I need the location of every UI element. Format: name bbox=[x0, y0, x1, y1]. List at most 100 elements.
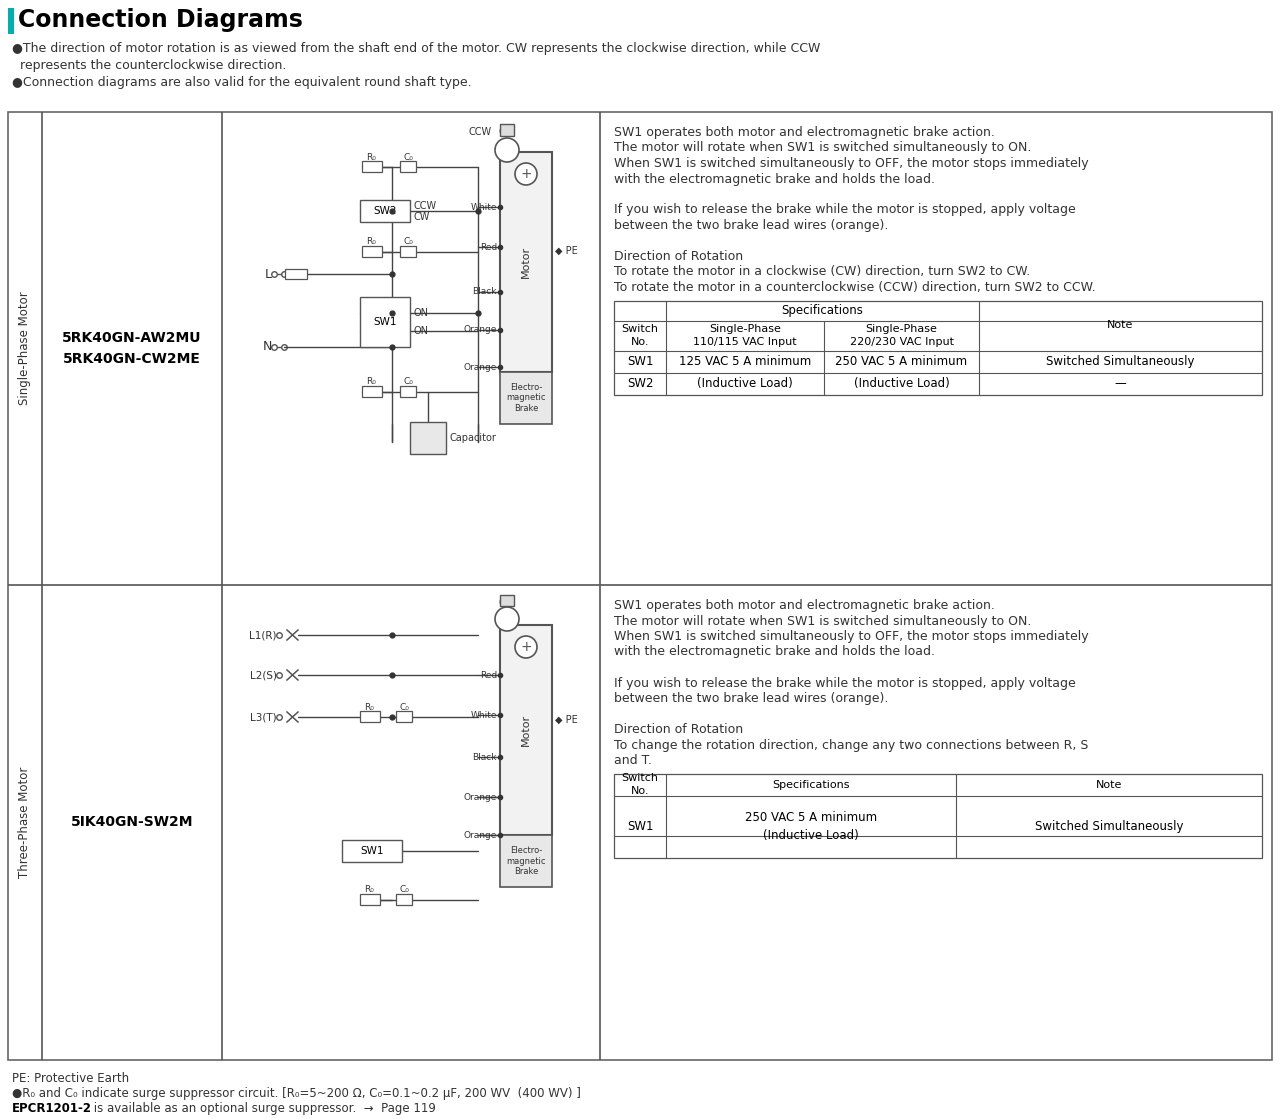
Text: (Inductive Load): (Inductive Load) bbox=[854, 377, 950, 391]
Text: Switch
No.: Switch No. bbox=[622, 325, 658, 347]
Text: C₀: C₀ bbox=[399, 885, 408, 894]
Text: Direction of Rotation: Direction of Rotation bbox=[614, 723, 744, 736]
Text: CW: CW bbox=[499, 126, 515, 137]
Bar bbox=[362, 246, 381, 257]
Text: Red: Red bbox=[480, 670, 497, 679]
Text: C₀: C₀ bbox=[403, 237, 413, 246]
Text: L1(R): L1(R) bbox=[250, 630, 276, 640]
Circle shape bbox=[495, 138, 518, 162]
Text: Direction of Rotation: Direction of Rotation bbox=[614, 250, 744, 263]
Bar bbox=[500, 124, 515, 137]
Bar bbox=[500, 835, 552, 887]
Bar bbox=[360, 297, 410, 347]
Text: Electro-
magnetic
Brake: Electro- magnetic Brake bbox=[507, 846, 545, 876]
Text: (Inductive Load): (Inductive Load) bbox=[698, 377, 792, 391]
Text: +: + bbox=[520, 640, 531, 653]
Text: 125 VAC 5 A minimum: 125 VAC 5 A minimum bbox=[678, 355, 812, 368]
Text: To change the rotation direction, change any two connections between R, S: To change the rotation direction, change… bbox=[614, 739, 1088, 752]
Bar bbox=[410, 422, 445, 454]
Text: C₀: C₀ bbox=[403, 377, 413, 386]
Text: 250 VAC 5 A minimum: 250 VAC 5 A minimum bbox=[836, 355, 968, 368]
Text: Black: Black bbox=[472, 752, 497, 762]
Text: Switch
No.: Switch No. bbox=[622, 773, 658, 796]
Bar bbox=[500, 152, 552, 372]
Circle shape bbox=[515, 636, 538, 658]
Text: If you wish to release the brake while the motor is stopped, apply voltage: If you wish to release the brake while t… bbox=[614, 677, 1075, 689]
Text: L2(S): L2(S) bbox=[250, 670, 276, 680]
Bar bbox=[362, 161, 381, 172]
Text: To rotate the motor in a clockwise (CW) direction, turn SW2 to CW.: To rotate the motor in a clockwise (CW) … bbox=[614, 265, 1030, 279]
Bar bbox=[399, 386, 416, 397]
Text: Note: Note bbox=[1096, 780, 1123, 790]
Text: is available as an optional surge suppressor.  →  Page 119: is available as an optional surge suppre… bbox=[90, 1102, 436, 1115]
Text: Switched Simultaneously: Switched Simultaneously bbox=[1046, 355, 1194, 368]
Text: SW1: SW1 bbox=[627, 355, 653, 368]
Text: Electro-
magnetic
Brake: Electro- magnetic Brake bbox=[507, 383, 545, 413]
Text: CW: CW bbox=[413, 211, 429, 222]
Text: SW2: SW2 bbox=[374, 206, 397, 216]
Text: ◆ PE: ◆ PE bbox=[556, 246, 577, 256]
Text: N: N bbox=[262, 340, 273, 354]
Bar bbox=[42, 112, 221, 1060]
Text: Orange: Orange bbox=[463, 363, 497, 372]
Text: —: — bbox=[1115, 377, 1126, 391]
Text: Capacitor: Capacitor bbox=[451, 433, 497, 443]
Bar bbox=[614, 301, 1262, 395]
Bar bbox=[396, 894, 412, 905]
Text: R₀: R₀ bbox=[366, 152, 376, 161]
Text: ON: ON bbox=[413, 326, 428, 336]
Text: R₀: R₀ bbox=[366, 237, 376, 246]
Text: White: White bbox=[471, 203, 497, 211]
Text: Specifications: Specifications bbox=[782, 304, 864, 317]
Bar bbox=[614, 773, 1262, 857]
Text: When SW1 is switched simultaneously to OFF, the motor stops immediately: When SW1 is switched simultaneously to O… bbox=[614, 630, 1088, 643]
Text: Orange: Orange bbox=[463, 792, 497, 801]
Text: ◆ PE: ◆ PE bbox=[556, 715, 577, 724]
Text: R₀: R₀ bbox=[364, 885, 374, 894]
Text: C₀: C₀ bbox=[399, 703, 408, 712]
Text: EPCR1201-2: EPCR1201-2 bbox=[12, 1102, 92, 1115]
Text: Single-Phase Motor: Single-Phase Motor bbox=[18, 292, 32, 405]
Text: CCW: CCW bbox=[468, 126, 492, 137]
Text: Motor: Motor bbox=[521, 246, 531, 278]
Bar bbox=[500, 595, 515, 606]
Text: +: + bbox=[520, 167, 531, 181]
Text: If you wish to release the brake while the motor is stopped, apply voltage: If you wish to release the brake while t… bbox=[614, 204, 1075, 216]
Text: R₀: R₀ bbox=[366, 377, 376, 386]
Text: C₀: C₀ bbox=[403, 152, 413, 161]
Text: 5IK40GN-SW2M: 5IK40GN-SW2M bbox=[70, 816, 193, 829]
Text: ON: ON bbox=[413, 308, 428, 318]
Text: The motor will rotate when SW1 is switched simultaneously to ON.: The motor will rotate when SW1 is switch… bbox=[614, 614, 1032, 628]
Text: Note: Note bbox=[1107, 320, 1134, 330]
Text: 250 VAC 5 A minimum
(Inductive Load): 250 VAC 5 A minimum (Inductive Load) bbox=[745, 811, 877, 841]
Bar bbox=[396, 711, 412, 722]
Text: with the electromagnetic brake and holds the load.: with the electromagnetic brake and holds… bbox=[614, 646, 934, 658]
Bar bbox=[360, 894, 380, 905]
Text: Switched Simultaneously: Switched Simultaneously bbox=[1034, 820, 1183, 833]
Bar bbox=[8, 8, 14, 34]
Bar bbox=[360, 711, 380, 722]
Circle shape bbox=[515, 163, 538, 185]
Text: CW: CW bbox=[499, 598, 515, 608]
Text: Specifications: Specifications bbox=[772, 780, 850, 790]
Text: ●R₀ and C₀ indicate surge suppressor circuit. [R₀=5~200 Ω, C₀=0.1~0.2 μF, 200 WV: ●R₀ and C₀ indicate surge suppressor cir… bbox=[12, 1087, 581, 1100]
Text: ●The direction of motor rotation is as viewed from the shaft end of the motor. C: ●The direction of motor rotation is as v… bbox=[12, 43, 820, 55]
Text: SW1 operates both motor and electromagnetic brake action.: SW1 operates both motor and electromagne… bbox=[614, 599, 995, 612]
Text: Single-Phase
110/115 VAC Input: Single-Phase 110/115 VAC Input bbox=[694, 325, 797, 347]
Text: Orange: Orange bbox=[463, 830, 497, 839]
Circle shape bbox=[495, 606, 518, 631]
Text: L3(T): L3(T) bbox=[251, 712, 276, 722]
Text: White: White bbox=[471, 711, 497, 720]
Bar bbox=[342, 840, 402, 862]
Text: Orange: Orange bbox=[463, 326, 497, 335]
Text: SW1 operates both motor and electromagnetic brake action.: SW1 operates both motor and electromagne… bbox=[614, 126, 995, 139]
Text: Connection Diagrams: Connection Diagrams bbox=[18, 8, 303, 32]
Bar bbox=[399, 161, 416, 172]
Text: 5RK40GN-AW2MU
5RK40GN-CW2ME: 5RK40GN-AW2MU 5RK40GN-CW2ME bbox=[63, 331, 202, 366]
Bar bbox=[8, 112, 42, 1060]
Text: ●Connection diagrams are also valid for the equivalent round shaft type.: ●Connection diagrams are also valid for … bbox=[12, 76, 471, 90]
Text: To rotate the motor in a counterclockwise (CCW) direction, turn SW2 to CCW.: To rotate the motor in a counterclockwis… bbox=[614, 281, 1096, 294]
Bar bbox=[362, 386, 381, 397]
Text: Three-Phase Motor: Three-Phase Motor bbox=[18, 767, 32, 878]
Bar bbox=[285, 269, 307, 279]
